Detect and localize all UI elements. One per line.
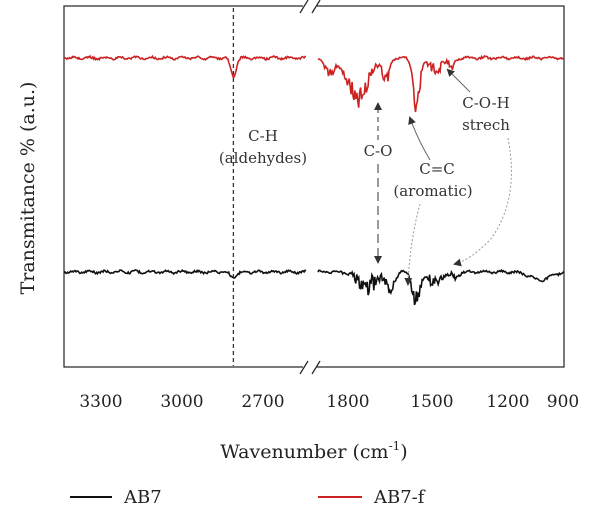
x-tick-label: 2700 — [241, 392, 284, 412]
plot-frame — [63, 5, 565, 368]
x-tick-label: 1800 — [326, 392, 369, 412]
annotation-cc-arrow-up — [408, 116, 431, 161]
annotation-ch-line2: (aldehydes) — [219, 149, 307, 167]
legend-label-ab7-f: AB7-f — [373, 487, 426, 508]
annotation-cc-arrow-down — [404, 203, 421, 286]
axis-break-gap-top — [303, 2, 317, 10]
series-line-ab7-f-segment-2 — [317, 54, 565, 113]
series-line-ab7-segment-1 — [63, 268, 307, 280]
y-axis-title: Transmitance % (a.u.) — [17, 82, 39, 295]
legend: AB7 AB7-f — [70, 487, 426, 508]
series-line-ab7-f-segment-1 — [63, 54, 306, 79]
series-line-ab7-segment-2 — [317, 268, 565, 306]
annotation-coh-line2: strech — [462, 116, 510, 134]
annotation-cc-line2: (aromatic) — [393, 182, 472, 200]
x-ticks: 3300 3000 2700 1800 1500 1200 900 — [79, 392, 579, 412]
annotation-ch: C-H (aldehydes) — [219, 127, 307, 167]
x-tick-label: 3000 — [160, 392, 203, 412]
x-axis-title-main: Wavenumber (cm — [220, 441, 388, 463]
axis-break-bottom — [299, 360, 321, 375]
annotation-co: C-O — [364, 102, 393, 264]
annotation-coh-line1: C-O-H — [462, 94, 510, 112]
x-tick-label: 1500 — [410, 392, 453, 412]
annotation-cc: C=C (aromatic) — [393, 116, 473, 286]
axis-break-gap-bottom — [303, 363, 317, 371]
annotation-ch-line1: C-H — [248, 127, 278, 145]
annotation-coh-arrow-down — [453, 137, 512, 267]
x-tick-label: 900 — [547, 392, 579, 412]
x-axis-title-end: ) — [400, 441, 407, 463]
annotation-cc-line1: C=C — [419, 160, 455, 178]
x-axis-title-sup: -1 — [389, 439, 401, 453]
axis-break-top — [299, 0, 321, 14]
legend-label-ab7: AB7 — [123, 487, 162, 508]
x-tick-label: 3300 — [79, 392, 122, 412]
annotation-coh: C-O-H strech — [446, 68, 512, 267]
x-tick-label: 1200 — [486, 392, 529, 412]
annotation-coh-arrow-up — [446, 68, 471, 93]
series-layer — [63, 54, 565, 306]
annotation-co-line1: C-O — [364, 142, 393, 160]
x-axis-title: Wavenumber (cm-1) — [220, 439, 407, 463]
